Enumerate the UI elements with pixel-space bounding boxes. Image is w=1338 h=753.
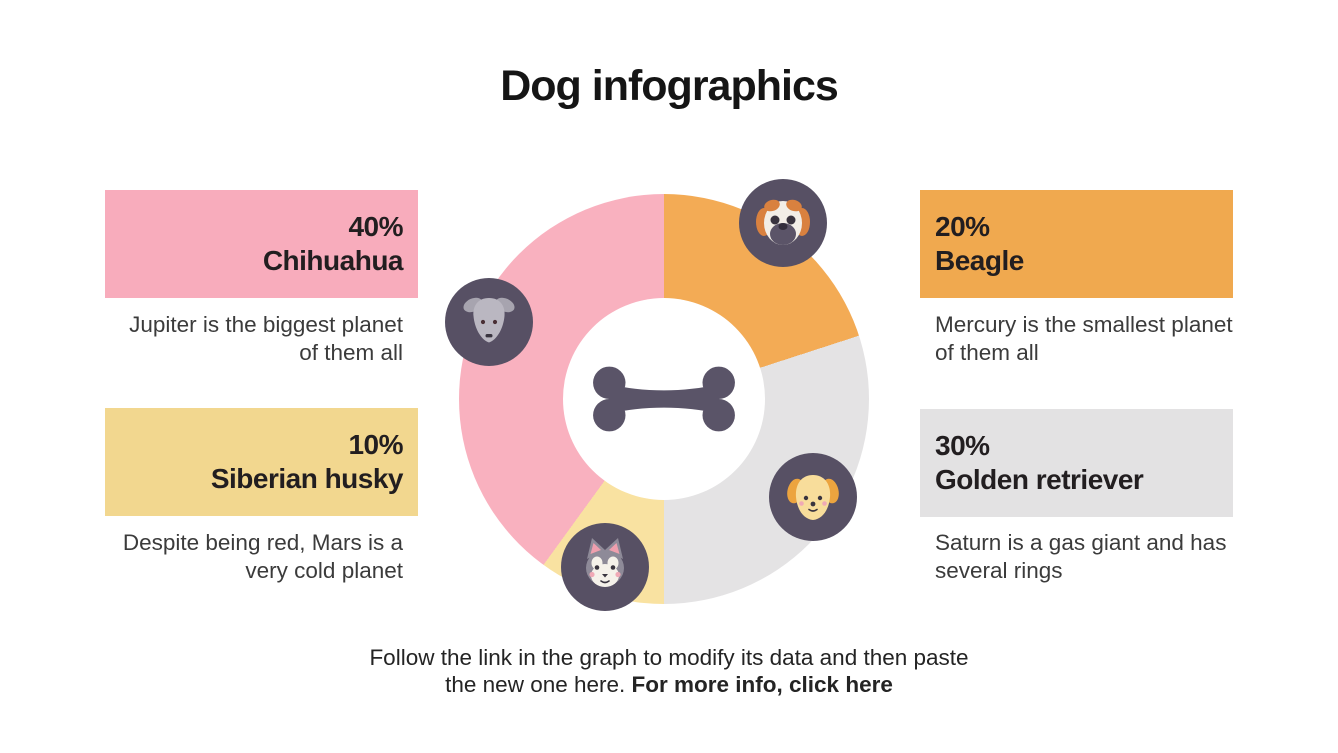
footer-line2: the new one here.: [445, 672, 632, 697]
husky-face-icon: [561, 523, 649, 611]
stat-pct-beagle: 20%: [935, 211, 990, 242]
beagle-face-icon: [739, 179, 827, 267]
footer-note: Follow the link in the graph to modify i…: [0, 644, 1338, 698]
stat-pct-husky: 10%: [348, 429, 403, 460]
caption-golden: Saturn is a gas giant and has several ri…: [935, 530, 1227, 583]
footer-line1: Follow the link in the graph to modify i…: [369, 645, 969, 670]
bone-icon: [593, 366, 735, 432]
stat-breed-golden: Golden retriever: [935, 464, 1144, 495]
page-title: Dog infographics: [500, 62, 839, 110]
caption-husky: Despite being red, Mars is a very cold p…: [122, 530, 403, 583]
stat-card-chihuahua: 40% Chihuahua: [105, 190, 418, 298]
stat-card-husky: 10% Siberian husky: [105, 408, 418, 516]
caption-beagle: Mercury is the smallest planet of them a…: [935, 312, 1233, 365]
stat-breed-chihuahua: Chihuahua: [262, 245, 404, 276]
stat-card-golden: 30% Golden retriever: [920, 409, 1233, 517]
chihuahua-face-icon: [445, 278, 533, 366]
caption-chihuahua: Jupiter is the biggest planet of them al…: [129, 312, 403, 365]
footer-link[interactable]: For more info, click here: [631, 672, 893, 697]
donut-hole: [563, 298, 765, 500]
stat-breed-beagle: Beagle: [935, 245, 1024, 276]
golden-retriever-face-icon: [769, 453, 857, 541]
stat-card-beagle: 20% Beagle: [920, 190, 1233, 298]
stat-pct-golden: 30%: [935, 430, 990, 461]
stat-breed-husky: Siberian husky: [210, 463, 404, 494]
stat-pct-chihuahua: 40%: [348, 211, 403, 242]
